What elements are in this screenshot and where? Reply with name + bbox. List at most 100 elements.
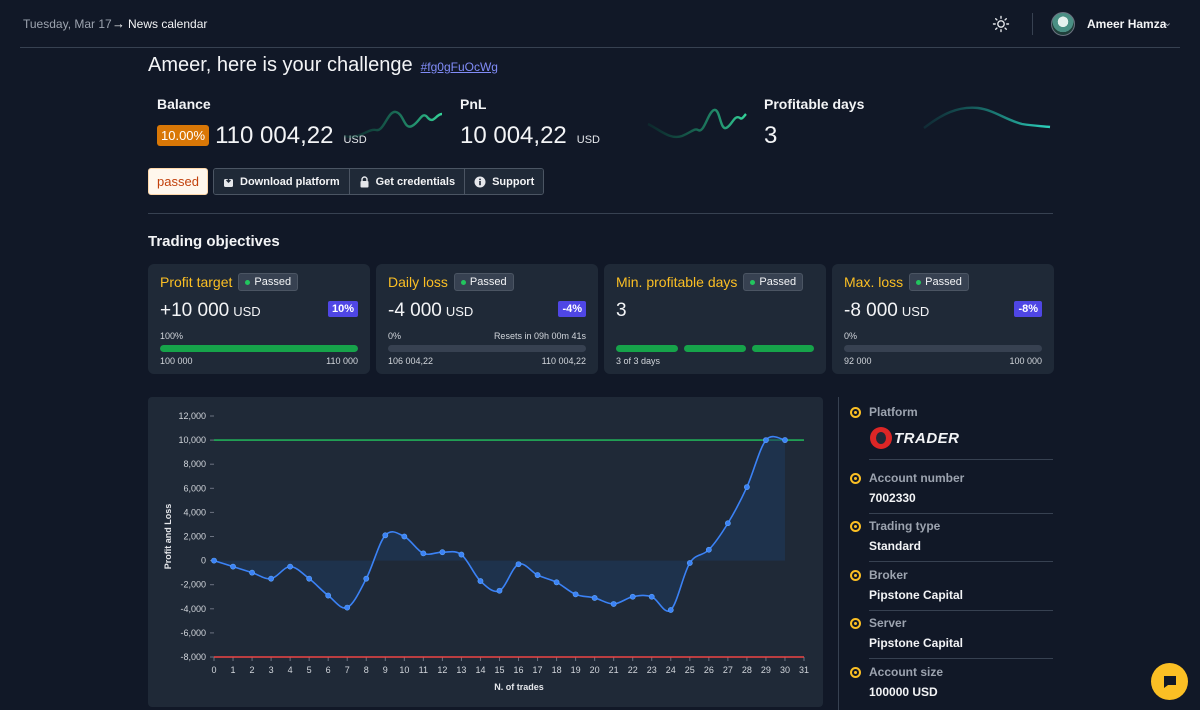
range-start: 100 000: [160, 356, 193, 366]
news-calendar-label: News calendar: [128, 16, 208, 31]
status-dot-icon: [750, 279, 756, 285]
status-badge: Passed: [909, 273, 969, 291]
progress-bar: [160, 345, 358, 352]
x-tick-label: 26: [704, 665, 714, 675]
x-tick-label: 31: [799, 665, 809, 675]
pnl-data-point: [705, 546, 712, 553]
topbar-divider: [1032, 13, 1033, 35]
pnl-data-point: [458, 551, 465, 558]
x-tick-label: 17: [533, 665, 543, 675]
pnl-data-point: [268, 575, 274, 582]
download-platform-button[interactable]: Download platform: [214, 169, 350, 194]
x-tick-label: 28: [742, 665, 752, 675]
chat-button[interactable]: [1151, 663, 1188, 700]
pnl-data-point: [782, 437, 788, 443]
pnl-data-point: [230, 563, 236, 570]
trading-type-value: Standard: [869, 539, 922, 553]
get-credentials-button[interactable]: Get credentials: [349, 169, 466, 194]
pnl-data-point: [572, 591, 579, 598]
progress-percent: 0%: [844, 331, 858, 341]
profitable-days-value: 3: [764, 122, 778, 149]
card-value-number: 3: [616, 300, 627, 321]
x-tick-label: 12: [437, 665, 447, 675]
y-tick-label: 4,000: [183, 507, 206, 517]
status-dot-icon: [460, 279, 466, 285]
account-size-info: Account size 100000 USD: [850, 665, 1053, 699]
balance-stat: Balance 10.00% 110 004,22 USD: [157, 96, 367, 150]
pnl-value: 10 004,22: [460, 122, 567, 149]
news-calendar-link[interactable]: → News calendar: [112, 16, 207, 31]
pnl-data-point: [363, 575, 370, 582]
card-value-unit: USD: [445, 304, 474, 319]
max-loss-card: Max. loss Passed -8 000 USD -8% 0% 92 000…: [832, 264, 1054, 374]
x-tick-label: 27: [723, 665, 733, 675]
x-tick-label: 5: [307, 665, 312, 675]
pnl-chart[interactable]: 12,000 10,000 8,000 6,000 4,000 2,000 0 -2,000 -…: [148, 397, 823, 707]
pnl-data-point: [249, 569, 255, 576]
pnl-data-point: [686, 560, 693, 566]
account-number-label: Account number: [869, 471, 965, 485]
user-name[interactable]: Ameer Hamza: [1087, 17, 1167, 31]
x-tick-label: 7: [345, 665, 350, 675]
x-tick-label: 20: [590, 665, 600, 675]
user-avatar[interactable]: [1051, 12, 1075, 36]
y-tick-label: -8,000: [180, 652, 206, 662]
days-count: 3 of 3 days: [616, 356, 661, 366]
card-value: 3: [616, 300, 627, 322]
bullet-icon: [850, 569, 861, 581]
pnl-data-point: [211, 557, 217, 564]
broker-label: Broker: [869, 568, 908, 582]
bullet-icon: [850, 520, 861, 532]
balance-value: 110 004,22: [215, 122, 334, 149]
pnl-data-point: [401, 533, 408, 540]
pnl-data-point: [744, 484, 750, 490]
broker-info: Broker Pipstone Capital: [850, 568, 1053, 611]
topbar-divider-line: [20, 47, 1180, 48]
card-title: Min. profitable days: [616, 274, 738, 290]
pnl-data-point: [667, 607, 674, 613]
y-tick-label: 6,000: [183, 483, 206, 493]
status-badge: Passed: [743, 273, 804, 291]
account-number-info: Account number 7002330: [850, 471, 1053, 514]
progress-bar: [844, 345, 1042, 352]
x-tick-label: 23: [647, 665, 657, 675]
info-divider: [869, 610, 1053, 611]
support-button[interactable]: Support: [465, 169, 544, 194]
balance-label: Balance: [157, 96, 211, 112]
ctrader-logo: TRADER: [870, 427, 1053, 449]
pnl-data-point: [496, 587, 503, 594]
challenge-id-link[interactable]: #fg0gFuOcWg: [420, 60, 498, 74]
trading-type-label: Trading type: [869, 519, 941, 533]
card-value-unit: USD: [233, 304, 261, 319]
bullet-icon: [850, 666, 861, 678]
profitable-days-stat: Profitable days 3: [764, 96, 864, 150]
card-title: Max. loss: [844, 274, 904, 290]
pnl-chart-panel: 12,000 10,000 8,000 6,000 4,000 2,000 0 -2,000 -…: [148, 397, 823, 707]
pnl-data-point: [477, 578, 484, 584]
bullet-icon: [850, 617, 861, 629]
pnl-data-point: [306, 575, 313, 582]
daily-loss-card: Daily loss Passed -4 000 USD -4% 0% Reset…: [376, 264, 598, 374]
section-divider: [148, 213, 1053, 214]
x-axis-title: N. of trades: [494, 682, 544, 692]
top-bar: Tuesday, Mar 17 → News calendar Ameer Ha…: [0, 0, 1200, 48]
y-tick-label: 12,000: [178, 411, 206, 421]
day-segment: [752, 345, 814, 352]
bullet-icon: [850, 472, 861, 484]
x-tick-label: 24: [666, 665, 676, 675]
status-badge: Passed: [238, 273, 299, 291]
x-tick-label: 13: [456, 665, 466, 675]
y-tick-label: 2,000: [183, 532, 206, 542]
action-button-group: Download platform Get credentials Suppor…: [213, 168, 545, 195]
theme-toggle-sun-icon[interactable]: [992, 15, 1010, 33]
status-dot-icon: [245, 279, 251, 285]
pnl-data-point: [648, 593, 655, 600]
chat-bubble-icon: [1163, 675, 1176, 688]
status-label: Passed: [759, 276, 797, 288]
x-tick-label: 21: [609, 665, 619, 675]
min-profitable-days-card: Min. profitable days Passed 3 3 of 3 day…: [604, 264, 826, 374]
y-tick-label: 0: [201, 556, 206, 566]
chevron-down-icon[interactable]: ⌄: [1163, 17, 1173, 29]
card-percent-badge: -8%: [1014, 301, 1042, 317]
range-end: 110 000: [326, 356, 358, 366]
